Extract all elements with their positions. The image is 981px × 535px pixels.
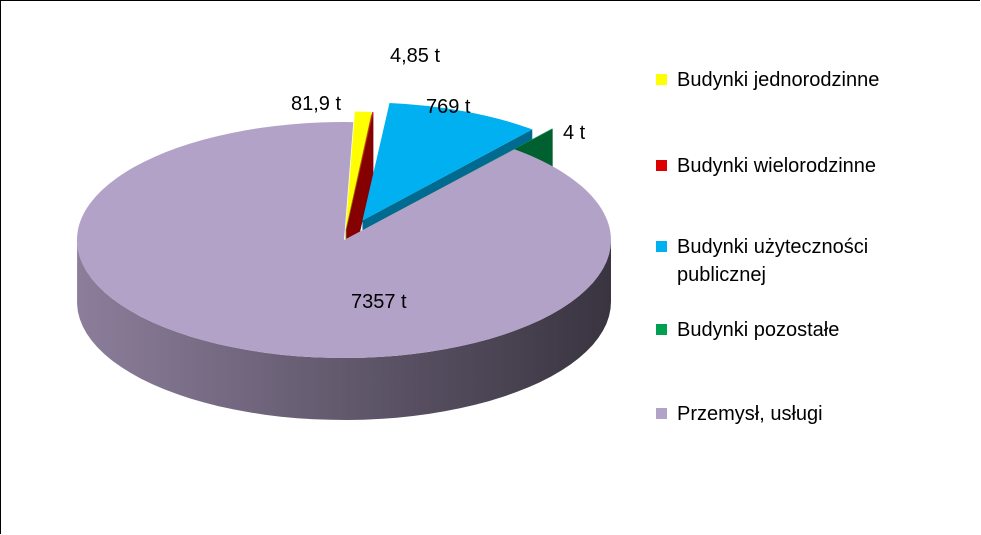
legend-swatch: [656, 408, 667, 419]
legend-label: Budynki wielorodzinne: [677, 155, 877, 177]
slice-uzytecznosci: [362, 103, 533, 221]
slice-jednorodzinne: [345, 111, 372, 230]
slice-pozostale: [382, 128, 553, 220]
legend-item-przemysl: Przemysł, usługi: [656, 400, 937, 428]
legend-label: Budynki jednorodzinne: [677, 69, 880, 91]
legend-item-wielorodzinne: Budynki wielorodzinne: [656, 152, 937, 180]
data-label-jednorodzinne: 81,9 t: [291, 93, 341, 115]
legend-item-jednorodzinne: Budynki jednorodzinne: [656, 66, 937, 94]
legend-swatch: [656, 74, 667, 85]
legend-swatch: [656, 241, 667, 252]
legend-swatch: [656, 324, 667, 335]
data-label-przemysl: 7357 t: [351, 291, 407, 313]
data-label-uzytecznosci: 769 t: [426, 96, 471, 118]
slice-przemysl: [76, 122, 611, 359]
legend-label: Budynki pozostałe: [677, 319, 840, 341]
data-label-wielorodzinne: 4,85 t: [390, 45, 440, 67]
legend-swatch: [656, 160, 667, 171]
slice-wielorodzinne: [346, 111, 374, 230]
slice-side-przemysl: [77, 239, 612, 420]
data-label-pozostale: 4 t: [563, 122, 586, 144]
legend-label: Budynki użyteczności publicznej: [677, 236, 869, 286]
pie-labels: 81,9 t 4,85 t 769 t 4 t 7357 t: [291, 45, 586, 313]
legend-item-pozostale: Budynki pozostałe: [656, 316, 937, 344]
legend-label: Przemysł, usługi: [677, 403, 823, 425]
legend-item-uzytecznosci: Budynki użyteczności publicznej: [656, 233, 907, 289]
pie-tops: [76, 103, 611, 359]
